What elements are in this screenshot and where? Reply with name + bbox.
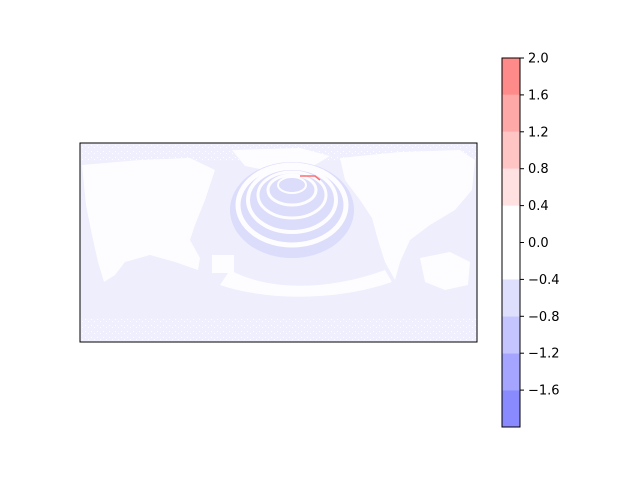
colorbar-bin [502,131,520,169]
colorbar-bin [502,316,520,354]
colorbar-ticks: −1.6 −1.2 −0.8 −0.4 0.0 0.4 0.8 1.2 1.6 2.0 [520,52,560,399]
colorbar-tick-label: −0.8 [528,310,560,325]
land-eurasia-east [340,150,475,280]
colorbar-tick-label: 2.0 [528,52,549,67]
colorbar-bin [502,94,520,132]
field-contours [80,143,477,342]
colorbar-bin [502,58,520,95]
land-australia [420,252,470,290]
colorbar-tick-label: 1.2 [528,125,549,140]
colorbar-bin [502,205,520,243]
colorbar-tick-label: −1.2 [528,347,560,362]
map-frame [79,142,478,343]
colorbar-tick-label: 0.8 [528,162,549,177]
colorbar-tick-label: −0.4 [528,273,560,288]
colorbar-tick-label: −1.6 [528,384,560,399]
land-southern-band [220,270,392,297]
land-americas-west [82,158,215,282]
colorbar-bin [502,353,520,391]
colorbar-tick-label: 1.6 [528,88,549,103]
colorbar-bin [502,242,520,280]
colorbar-bins [502,58,520,427]
colorbar-bin [502,390,520,427]
colorbar: −1.6 −1.2 −0.8 −0.4 0.0 0.4 0.8 1.2 1.6 2.0 [501,52,560,428]
colorbar-bin [502,279,520,317]
colorbar-bin [502,168,520,206]
colorbar-tick-label: 0.0 [528,236,549,251]
ring-pattern [230,162,354,258]
colorbar-tick-label: 0.4 [528,199,549,214]
map-panel [79,142,478,343]
